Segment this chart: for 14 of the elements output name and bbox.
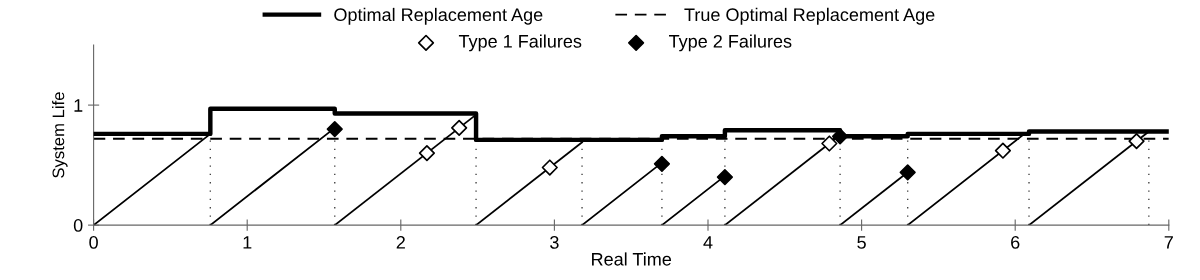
x-tick-label: 2 xyxy=(396,236,405,249)
legend-label: Type 1 Failures xyxy=(458,34,582,52)
x-tick-label: 0 xyxy=(89,236,98,249)
x-tick-label: 6 xyxy=(1011,236,1020,249)
legend-label: True Optimal Replacement Age xyxy=(684,7,935,25)
x-tick-label: 7 xyxy=(1164,236,1173,249)
x-tick-label: 5 xyxy=(857,236,866,249)
x-axis-title: Real Time xyxy=(592,252,672,266)
legend-label: Optimal Replacement Age xyxy=(334,7,543,25)
x-tick-label: 1 xyxy=(243,236,252,249)
y-axis-title: System Life xyxy=(52,92,68,178)
x-tick-label: 4 xyxy=(703,236,713,249)
x-tick-label: 3 xyxy=(550,236,559,249)
legend-label: Type 2 Failures xyxy=(669,34,792,52)
